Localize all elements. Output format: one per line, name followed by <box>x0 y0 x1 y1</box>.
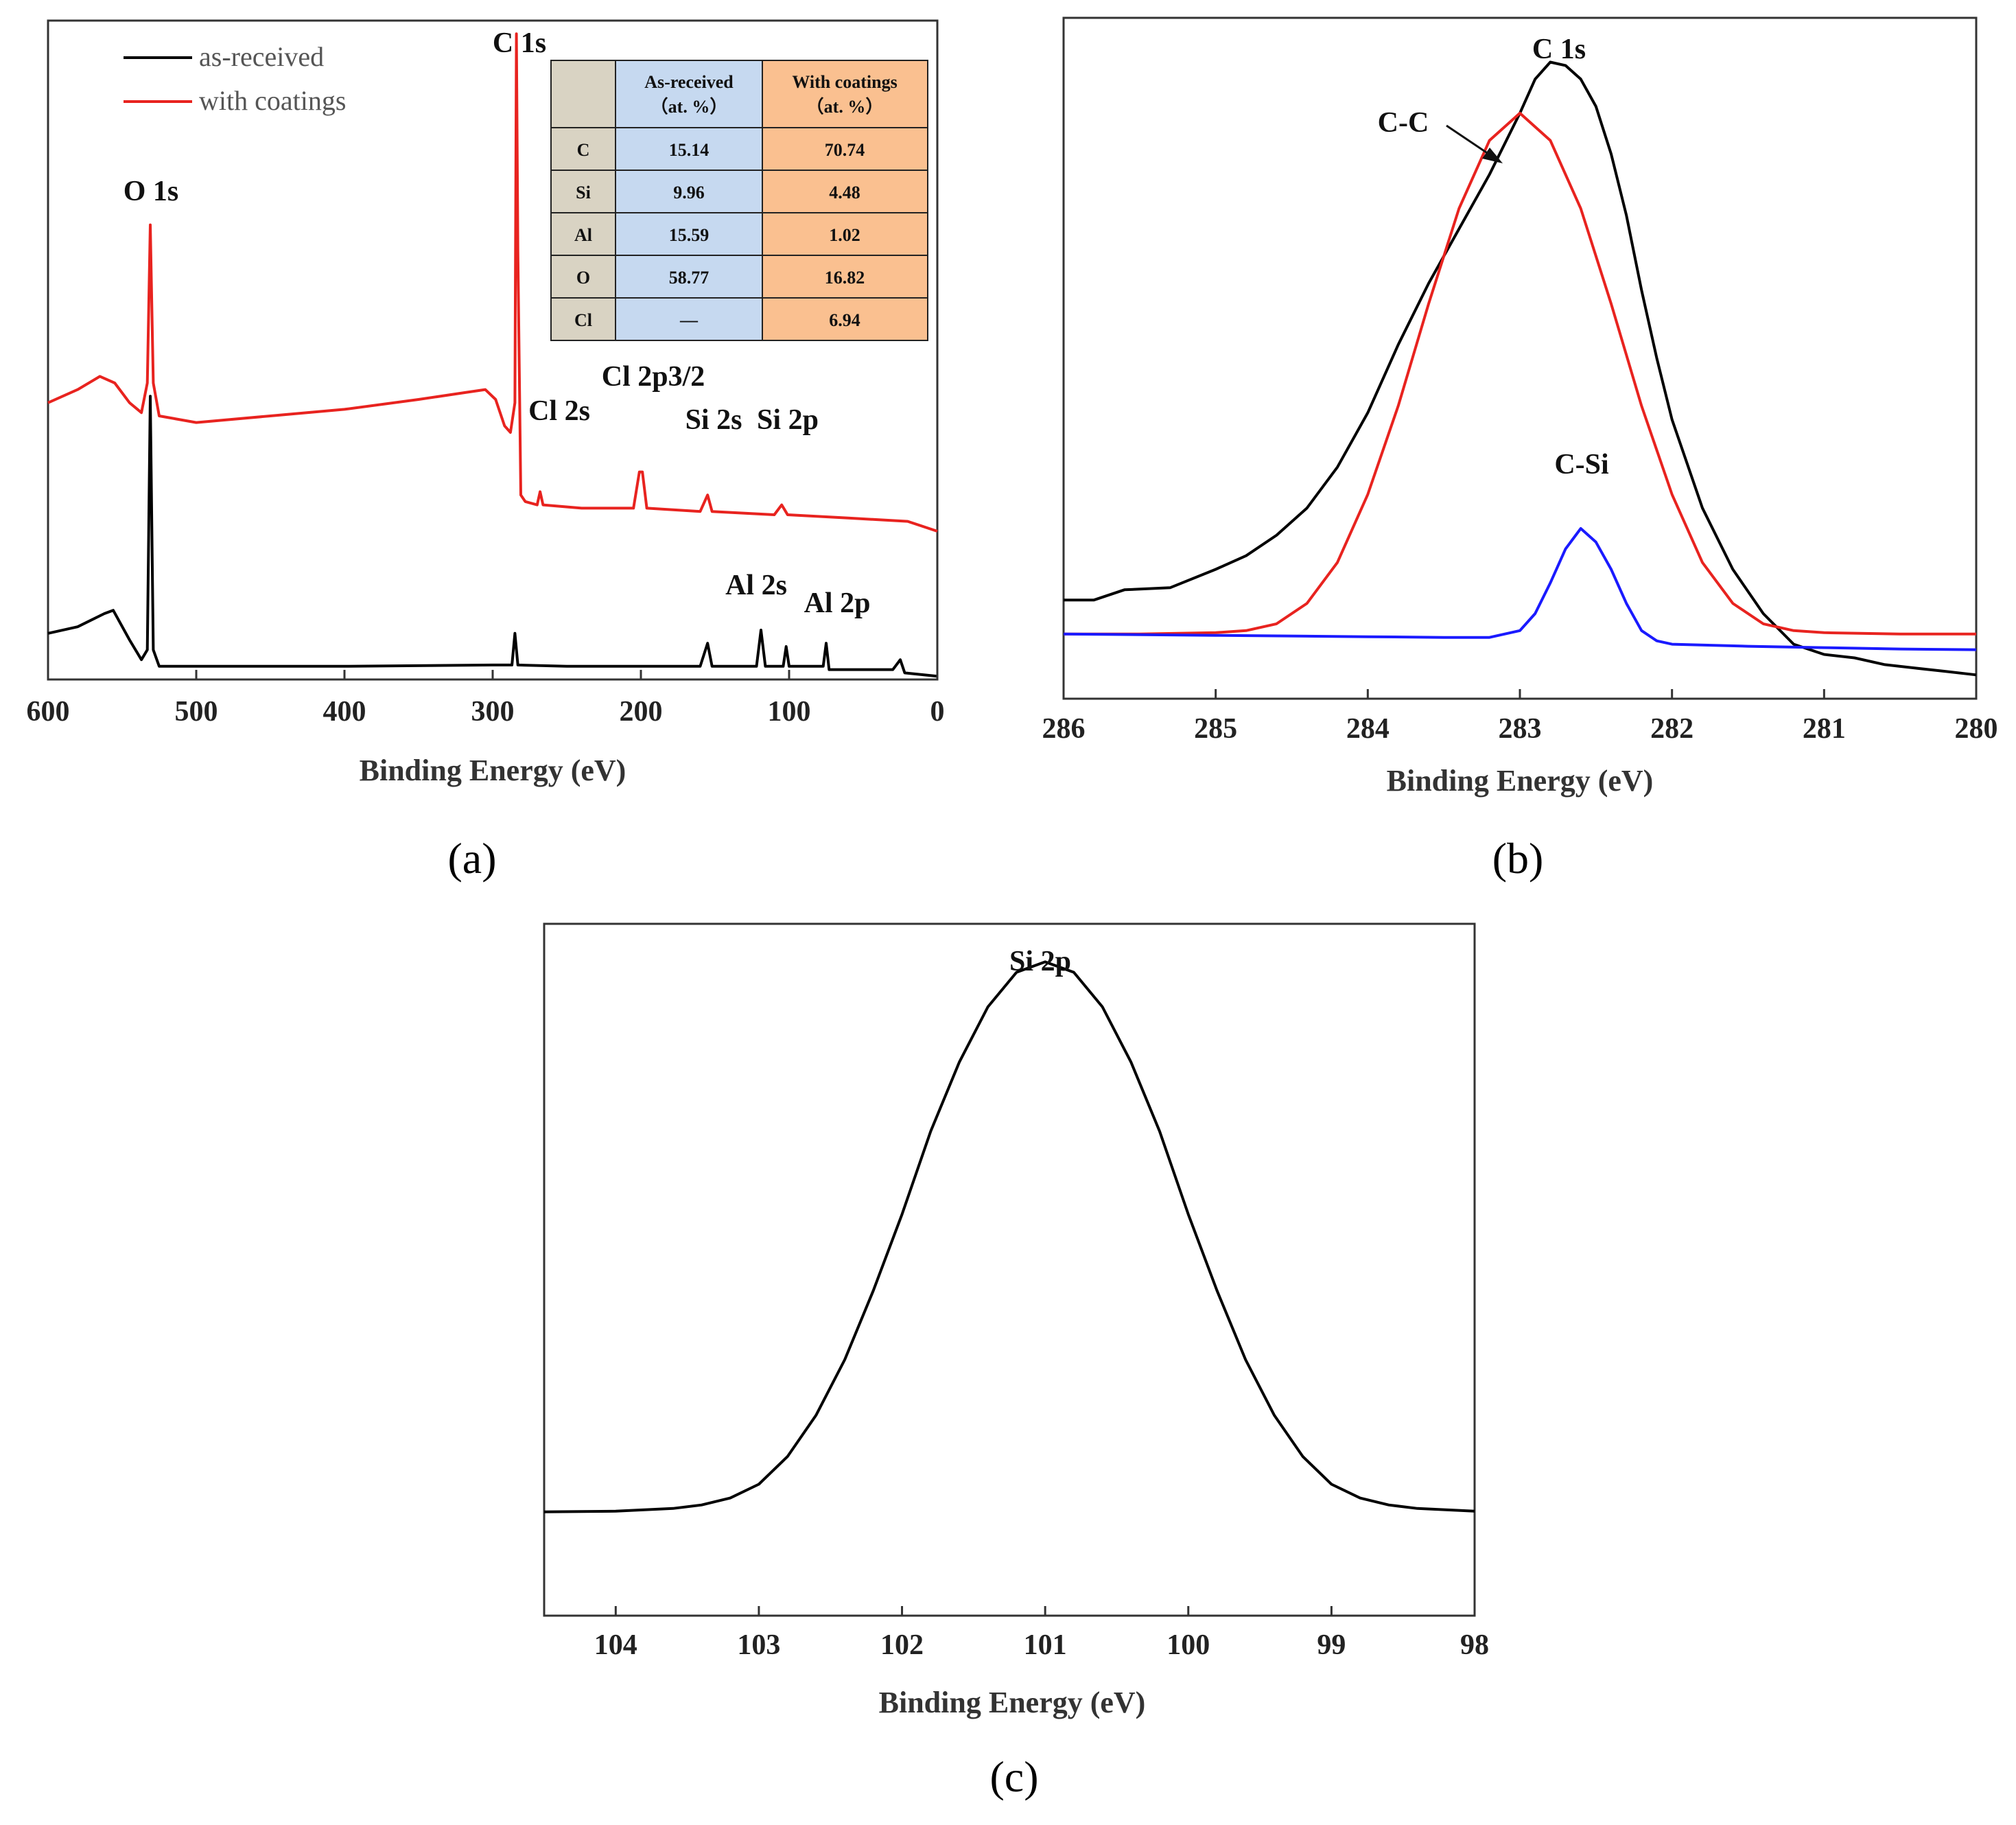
series-line-measured-b <box>1064 60 1977 677</box>
table-row-value-cell <box>615 170 763 213</box>
table-row-with-coatings: 16.82 <box>825 268 865 288</box>
x-tick-label: 100 <box>768 696 811 728</box>
table-header-as-received <box>615 60 763 128</box>
series-line-as-received-a <box>47 395 938 678</box>
x-tick-label: 500 <box>175 696 218 728</box>
panel-b-plot <box>1063 60 1977 677</box>
x-tick-label: 300 <box>471 696 515 728</box>
x-tick-label: 286 <box>1042 713 1086 745</box>
table-row-element: Cl <box>574 310 592 330</box>
table-row-with-coatings: 1.02 <box>829 225 860 245</box>
table-row-element: Al <box>574 225 592 245</box>
annotation-cc-arrow <box>1446 124 1493 158</box>
panel-c-label: (c) <box>989 1752 1038 1801</box>
panel-a-label: (a) <box>447 834 496 883</box>
table-row-element: O <box>576 268 590 288</box>
panel-c-ticks: 104 103 102 101 100 99 98 <box>594 1606 1489 1661</box>
x-tick-label: 99 <box>1317 1629 1346 1661</box>
panel-a-ticks: 600 500 400 300 200 100 0 <box>27 670 945 728</box>
annotation-cl2p32: Cl 2p3/2 <box>602 361 705 393</box>
panel-a: 600 500 400 300 200 100 0 Binding Energy (eV) … <box>27 19 945 883</box>
inset-table: As-received （at. %） With coatings （at. %… <box>550 60 928 341</box>
table-header-with-coatings-line1: With coatings <box>792 72 897 92</box>
panel-a-plot <box>47 32 938 678</box>
x-tick-label: 400 <box>323 696 366 728</box>
x-tick-label: 100 <box>1167 1629 1210 1661</box>
table-row-as-received: — <box>679 310 699 330</box>
annotation-cc: C-C <box>1378 107 1429 139</box>
panel-c-plot <box>543 960 1475 1513</box>
table-row-as-received: 9.96 <box>673 183 705 202</box>
table-row-value-cell <box>762 255 928 299</box>
panel-b-label: (b) <box>1492 834 1544 883</box>
x-tick-label: 283 <box>1499 713 1542 745</box>
annotation-al2p: Al 2p <box>804 588 871 619</box>
annotation-cl2s: Cl 2s <box>528 395 590 427</box>
series-line-with-coatings-a <box>47 32 938 533</box>
annotation-csi: C-Si <box>1554 449 1609 480</box>
table-header-as-received-line2: （at. %） <box>650 97 728 117</box>
panel-c: 104 103 102 101 100 99 98 Si 2p Binding Energy… <box>543 922 1489 1801</box>
table-row-as-received: 15.59 <box>669 225 710 245</box>
table-row-with-coatings: 4.48 <box>829 183 860 202</box>
x-tick-label: 0 <box>930 696 945 728</box>
x-tick-label: 600 <box>27 696 70 728</box>
table-row-value-cell <box>615 255 763 299</box>
panel-a-xlabel: Binding Energy (eV) <box>360 754 626 787</box>
x-tick-label: 104 <box>594 1629 637 1661</box>
panel-b: 286 285 284 283 282 281 280 C 1s C-C C-Si Bind… <box>1042 16 1998 883</box>
x-tick-label: 281 <box>1803 713 1846 745</box>
series-line-c-si-b <box>1063 527 1977 651</box>
x-tick-label: 103 <box>737 1629 780 1661</box>
annotation-al2s: Al 2s <box>725 570 787 601</box>
panel-b-title: C 1s <box>1532 34 1586 65</box>
legend: as-received with coatings <box>124 41 346 116</box>
table-row-element: C <box>577 140 590 160</box>
annotation-c1s-survey: C 1s <box>493 27 546 59</box>
table-row-as-received: 15.14 <box>669 140 710 160</box>
annotation-cc-arrowhead <box>1482 148 1503 163</box>
table-row-value-cell <box>615 212 763 256</box>
table-header-with-coatings <box>762 60 928 128</box>
table-row-with-coatings: 70.74 <box>825 140 865 160</box>
table-row-label-cell <box>550 170 616 213</box>
panel-b-xlabel: Binding Energy (eV) <box>1387 764 1654 798</box>
x-tick-label: 284 <box>1346 713 1390 745</box>
table-row-value-cell <box>762 170 928 213</box>
panel-b-frame <box>1062 16 1978 700</box>
x-tick-label: 101 <box>1024 1629 1067 1661</box>
series-line-c-c-b <box>1064 111 1976 636</box>
table-row-value-cell <box>762 297 928 341</box>
x-tick-label: 98 <box>1460 1629 1489 1661</box>
annotation-o1s: O 1s <box>124 176 179 207</box>
table-row-with-coatings: 6.94 <box>829 310 860 330</box>
legend-label-as-received: as-received <box>199 41 324 72</box>
table-row-label-cell <box>550 127 616 171</box>
table-header-with-coatings-line2: （at. %） <box>806 97 884 117</box>
annotation-si2s: Si 2s <box>685 404 742 436</box>
series-line-si-2p-c <box>543 960 1475 1513</box>
table-row-value-cell <box>615 127 763 171</box>
table-header-empty <box>550 60 616 128</box>
x-tick-label: 280 <box>1955 713 1998 745</box>
panel-c-frame <box>543 922 1476 1617</box>
panel-c-title: Si 2p <box>1009 946 1071 977</box>
table-row-as-received: 58.77 <box>669 268 710 288</box>
table-row-value-cell <box>762 212 928 256</box>
x-tick-label: 282 <box>1650 713 1693 745</box>
x-tick-label: 102 <box>880 1629 924 1661</box>
panel-c-xlabel: Binding Energy (eV) <box>879 1686 1146 1719</box>
table-header-as-received-line1: As-received <box>644 72 734 92</box>
panel-b-ticks: 286 285 284 283 282 281 280 <box>1042 689 1998 745</box>
x-tick-label: 200 <box>620 696 663 728</box>
legend-label-with-coatings: with coatings <box>199 85 346 116</box>
annotation-si2p-survey: Si 2p <box>757 404 819 436</box>
table-row-label-cell <box>550 212 616 256</box>
x-tick-label: 285 <box>1194 713 1237 745</box>
table-row-element: Si <box>576 183 591 202</box>
